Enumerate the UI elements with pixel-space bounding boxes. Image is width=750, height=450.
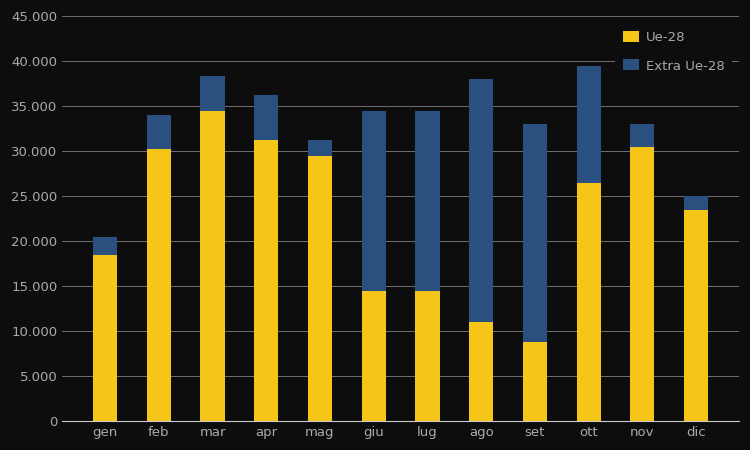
Bar — [523, 342, 547, 421]
Bar — [147, 115, 171, 149]
Bar — [254, 140, 278, 421]
Bar — [200, 111, 224, 421]
Bar — [469, 322, 494, 421]
Bar — [254, 95, 278, 140]
Bar — [630, 124, 655, 147]
Bar — [93, 255, 117, 421]
Bar — [469, 79, 494, 322]
Bar — [362, 291, 386, 421]
Legend: Ue-28, Extra Ue-28: Ue-28, Extra Ue-28 — [615, 22, 732, 81]
Bar — [93, 237, 117, 255]
Bar — [630, 147, 655, 421]
Bar — [416, 111, 440, 291]
Bar — [147, 149, 171, 421]
Bar — [684, 210, 708, 421]
Bar — [577, 66, 601, 183]
Bar — [577, 183, 601, 421]
Bar — [308, 140, 332, 156]
Bar — [416, 291, 440, 421]
Bar — [523, 124, 547, 342]
Bar — [200, 76, 224, 111]
Bar — [362, 111, 386, 291]
Bar — [308, 156, 332, 421]
Bar — [684, 196, 708, 210]
